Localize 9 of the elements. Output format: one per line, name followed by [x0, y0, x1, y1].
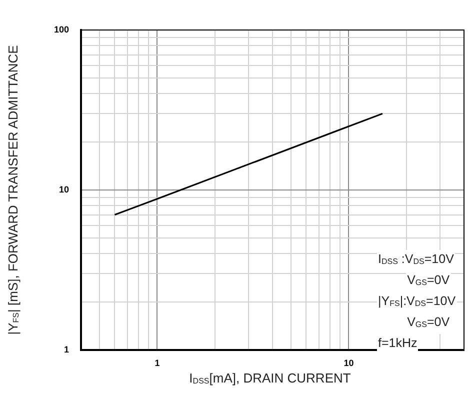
- annotation: I$_{DSS}$ :V$_{DS}$=10V: [377, 250, 455, 271]
- y-tick-label: 1: [64, 344, 69, 354]
- x-axis-title: I$_{DSS}$[mA], DRAIN CURRENT: [189, 370, 351, 386]
- y-tick-label: 100: [54, 24, 69, 34]
- annotation: V$_{GS}$=0V: [406, 313, 451, 334]
- y-tick-label: 10: [58, 184, 69, 194]
- annotation: V$_{GS}$=0V: [406, 271, 451, 292]
- annotation: f=1kHz: [377, 334, 418, 353]
- annotation: |Y$_{FS}$|:V$_{DS}$=10V: [377, 292, 457, 313]
